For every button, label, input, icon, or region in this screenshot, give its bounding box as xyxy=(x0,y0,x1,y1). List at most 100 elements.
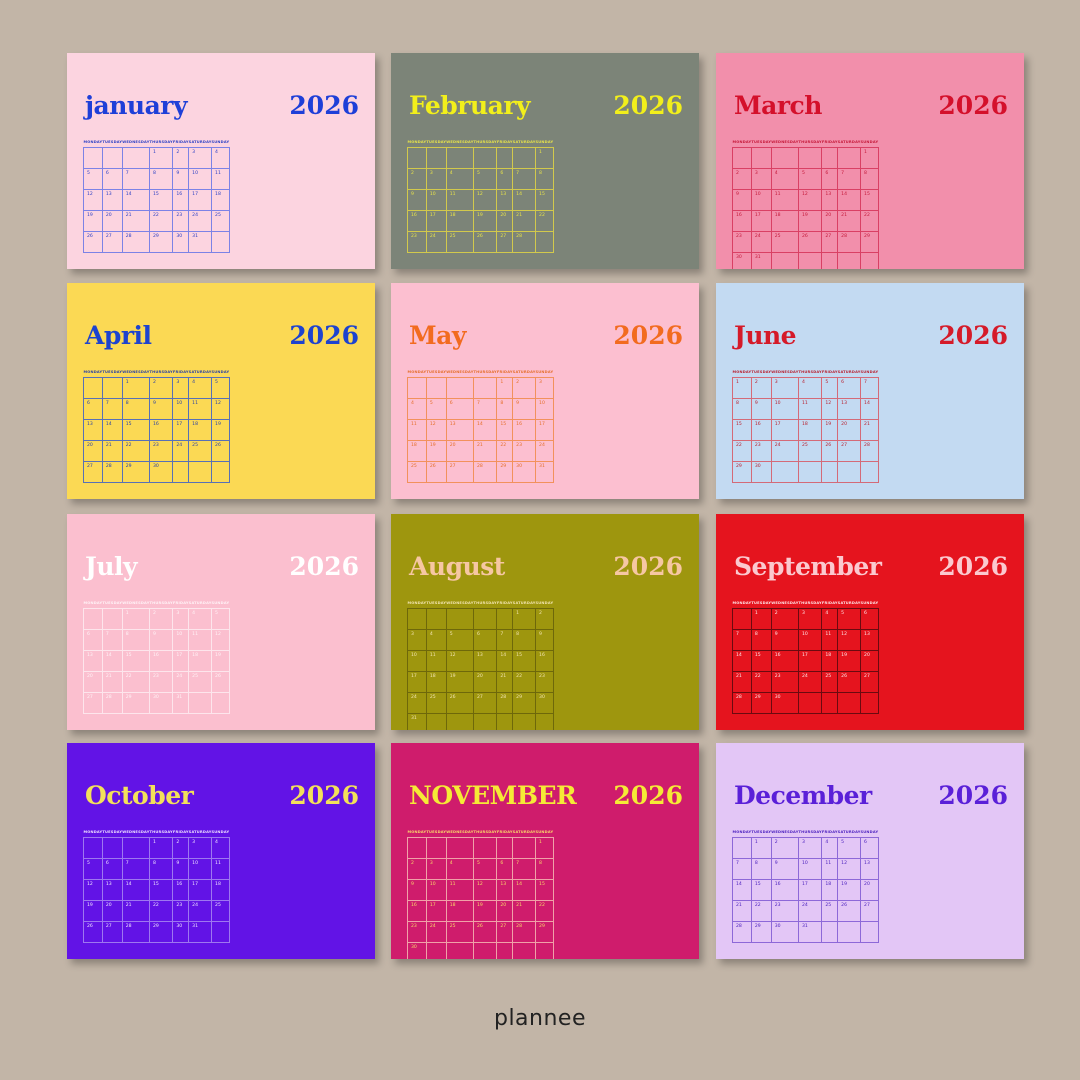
day-cell[interactable]: 17 xyxy=(770,419,800,441)
day-cell[interactable]: 26 xyxy=(83,921,103,943)
day-cell[interactable] xyxy=(837,147,862,169)
day-cell[interactable]: 15 xyxy=(860,189,879,211)
day-cell[interactable]: 22 xyxy=(148,900,174,922)
day-cell[interactable]: 26 xyxy=(472,921,498,943)
day-cell[interactable]: 6 xyxy=(101,858,123,880)
day-cell[interactable]: 22 xyxy=(512,671,537,693)
day-cell[interactable]: 7 xyxy=(101,398,123,420)
day-cell[interactable]: 16 xyxy=(732,210,752,232)
day-cell[interactable]: 14 xyxy=(732,650,752,672)
day-cell[interactable]: 20 xyxy=(101,210,123,232)
day-cell[interactable]: 13 xyxy=(472,650,498,672)
day-cell[interactable]: 24 xyxy=(407,692,427,714)
day-cell[interactable]: 25 xyxy=(445,231,475,253)
day-cell[interactable]: 14 xyxy=(121,189,151,211)
day-cell[interactable]: 15 xyxy=(496,419,514,441)
day-cell[interactable]: 20 xyxy=(445,440,475,462)
day-cell[interactable]: 19 xyxy=(425,440,447,462)
day-cell[interactable]: 8 xyxy=(148,858,174,880)
day-cell[interactable]: 18 xyxy=(445,900,475,922)
day-cell[interactable]: 27 xyxy=(101,921,123,943)
day-cell[interactable] xyxy=(512,147,537,169)
day-cell[interactable]: 30 xyxy=(172,231,190,253)
day-cell[interactable]: 21 xyxy=(101,440,123,462)
day-cell[interactable]: 13 xyxy=(101,189,123,211)
day-cell[interactable]: 15 xyxy=(535,879,554,901)
day-cell[interactable] xyxy=(837,921,862,943)
day-cell[interactable]: 18 xyxy=(445,210,475,232)
day-cell[interactable]: 27 xyxy=(472,692,498,714)
day-cell[interactable] xyxy=(837,461,862,483)
day-cell[interactable]: 16 xyxy=(770,879,800,901)
day-cell[interactable]: 25 xyxy=(821,900,839,922)
day-cell[interactable] xyxy=(172,461,190,483)
day-cell[interactable]: 11 xyxy=(407,419,427,441)
day-cell[interactable]: 2 xyxy=(770,837,800,859)
day-cell[interactable]: 1 xyxy=(121,377,151,399)
day-cell[interactable]: 30 xyxy=(750,461,772,483)
day-cell[interactable]: 15 xyxy=(732,419,752,441)
day-cell[interactable]: 29 xyxy=(148,231,174,253)
day-cell[interactable]: 19 xyxy=(445,671,475,693)
day-cell[interactable]: 18 xyxy=(797,419,823,441)
day-cell[interactable]: 24 xyxy=(425,231,447,253)
day-cell[interactable] xyxy=(821,461,839,483)
day-cell[interactable]: 28 xyxy=(837,231,862,253)
day-cell[interactable]: 26 xyxy=(83,231,103,253)
day-cell[interactable]: 13 xyxy=(83,650,103,672)
day-cell[interactable]: 17 xyxy=(797,650,823,672)
day-cell[interactable] xyxy=(445,837,475,859)
day-cell[interactable]: 28 xyxy=(512,921,537,943)
day-cell[interactable]: 5 xyxy=(797,168,823,190)
day-cell[interactable]: 30 xyxy=(732,252,752,269)
day-cell[interactable]: 25 xyxy=(821,671,839,693)
day-cell[interactable] xyxy=(211,692,230,714)
day-cell[interactable]: 25 xyxy=(407,461,427,483)
day-cell[interactable]: 2 xyxy=(732,168,752,190)
day-cell[interactable]: 19 xyxy=(83,900,103,922)
day-cell[interactable]: 12 xyxy=(425,419,447,441)
day-cell[interactable]: 16 xyxy=(535,650,554,672)
day-cell[interactable]: 22 xyxy=(496,440,514,462)
day-cell[interactable]: 12 xyxy=(472,879,498,901)
day-cell[interactable] xyxy=(837,252,862,269)
day-cell[interactable] xyxy=(732,608,752,630)
day-cell[interactable]: 16 xyxy=(750,419,772,441)
day-cell[interactable]: 11 xyxy=(425,650,447,672)
day-cell[interactable]: 26 xyxy=(797,231,823,253)
day-cell[interactable]: 12 xyxy=(83,879,103,901)
day-cell[interactable]: 25 xyxy=(211,210,230,232)
day-cell[interactable]: 7 xyxy=(837,168,862,190)
day-cell[interactable]: 15 xyxy=(512,650,537,672)
day-cell[interactable]: 7 xyxy=(101,629,123,651)
day-cell[interactable]: 31 xyxy=(535,461,554,483)
day-cell[interactable]: 29 xyxy=(732,461,752,483)
day-cell[interactable]: 16 xyxy=(407,210,427,232)
day-cell[interactable]: 3 xyxy=(750,168,772,190)
day-cell[interactable]: 8 xyxy=(535,858,554,880)
day-cell[interactable]: 9 xyxy=(535,629,554,651)
day-cell[interactable]: 17 xyxy=(750,210,772,232)
day-cell[interactable] xyxy=(83,377,103,399)
day-cell[interactable] xyxy=(860,461,879,483)
day-cell[interactable] xyxy=(445,608,475,630)
day-cell[interactable]: 14 xyxy=(101,650,123,672)
day-cell[interactable] xyxy=(425,713,447,730)
day-cell[interactable]: 7 xyxy=(860,377,879,399)
day-cell[interactable]: 13 xyxy=(837,398,862,420)
day-cell[interactable]: 14 xyxy=(101,419,123,441)
day-cell[interactable]: 8 xyxy=(496,398,514,420)
day-cell[interactable]: 6 xyxy=(496,168,514,190)
day-cell[interactable]: 8 xyxy=(535,168,554,190)
day-cell[interactable]: 24 xyxy=(425,921,447,943)
day-cell[interactable]: 2 xyxy=(172,837,190,859)
day-cell[interactable]: 2 xyxy=(770,608,800,630)
day-cell[interactable]: 31 xyxy=(797,921,823,943)
day-cell[interactable]: 5 xyxy=(837,608,862,630)
day-cell[interactable]: 16 xyxy=(770,650,800,672)
day-cell[interactable]: 17 xyxy=(425,210,447,232)
day-cell[interactable]: 4 xyxy=(211,837,230,859)
day-cell[interactable]: 6 xyxy=(445,398,475,420)
day-cell[interactable]: 5 xyxy=(821,377,839,399)
day-cell[interactable] xyxy=(821,252,839,269)
